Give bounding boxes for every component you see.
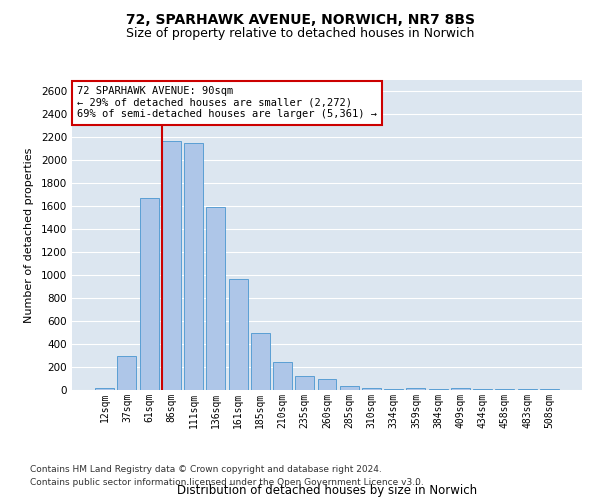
Bar xyxy=(140,198,158,390)
Bar xyxy=(340,386,359,390)
X-axis label: Distribution of detached houses by size in Norwich: Distribution of detached houses by size … xyxy=(177,484,477,496)
Bar xyxy=(184,143,203,390)
Text: Contains public sector information licensed under the Open Government Licence v3: Contains public sector information licen… xyxy=(30,478,424,487)
Text: Size of property relative to detached houses in Norwich: Size of property relative to detached ho… xyxy=(126,28,474,40)
Bar xyxy=(406,388,425,390)
Bar xyxy=(251,333,270,390)
Text: Contains HM Land Registry data © Crown copyright and database right 2024.: Contains HM Land Registry data © Crown c… xyxy=(30,466,382,474)
Bar xyxy=(295,376,314,390)
Bar xyxy=(229,278,248,390)
Bar xyxy=(317,378,337,390)
Bar xyxy=(362,388,381,390)
Bar xyxy=(273,362,292,390)
Text: 72, SPARHAWK AVENUE, NORWICH, NR7 8BS: 72, SPARHAWK AVENUE, NORWICH, NR7 8BS xyxy=(125,12,475,26)
Text: 72 SPARHAWK AVENUE: 90sqm
← 29% of detached houses are smaller (2,272)
69% of se: 72 SPARHAWK AVENUE: 90sqm ← 29% of detac… xyxy=(77,86,377,120)
Y-axis label: Number of detached properties: Number of detached properties xyxy=(24,148,34,322)
Bar xyxy=(384,389,403,390)
Bar xyxy=(118,356,136,390)
Bar xyxy=(162,141,181,390)
Bar xyxy=(206,208,225,390)
Bar xyxy=(95,388,114,390)
Bar xyxy=(451,388,470,390)
